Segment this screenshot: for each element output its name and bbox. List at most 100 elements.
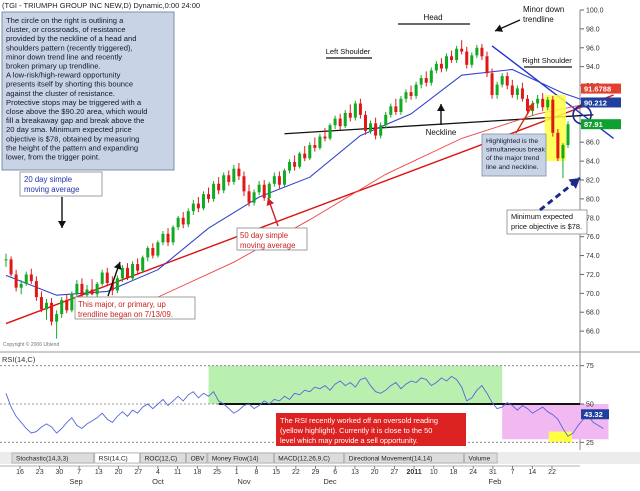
sma50-note: 50 day simple moving average [236,227,308,251]
candle [176,215,180,231]
candle-body [343,112,347,127]
candle [353,100,357,121]
x-tick-label: 2011 [406,469,421,476]
indicator-tab[interactable]: RSI(14,C) [94,452,141,464]
rsi-green-zone [208,365,503,404]
candle [450,50,454,63]
candle [369,120,373,134]
copyright-text: Copyright © 2006 Ublend [3,341,59,348]
indicator-tab[interactable]: MACD(12,26,9,C) [273,452,345,464]
price-marker: 91.6788 [581,83,621,94]
rsi-note: The RSI recently worked off an oversold … [276,413,466,446]
rsi-current-box [581,409,609,420]
candle [414,81,418,99]
indicator-tab-bg [186,452,208,464]
candle [460,40,464,55]
candle-body [277,176,281,185]
candle-body [60,299,64,315]
candle-body [490,73,494,95]
candle [470,52,474,68]
candle [515,85,519,100]
candle [358,98,362,119]
indicator-tab-label: RSI(14,C) [99,456,128,463]
price-marker-box [581,83,621,94]
x-tick-label: 22 [548,469,556,476]
indicator-tab[interactable]: Directional Movement(14,14) [344,452,464,464]
candle [419,75,423,89]
x-tick-label: 22 [292,469,300,476]
neckline-arrow [437,104,445,125]
candle [444,53,448,72]
candle-body [146,248,150,258]
candle [44,299,49,320]
y-tick-label: 80.0 [586,196,600,203]
candle [191,199,195,215]
candle-body [288,162,292,171]
callout-box: The circle on the right is outlining a cl… [1,11,175,171]
candle [181,212,185,229]
candle [394,98,398,115]
candle-body [171,227,175,243]
y-tick-label: 94.0 [586,64,600,71]
indicator-tab[interactable]: Stochastic(14,3,3) [11,452,95,464]
candle-body [186,211,190,225]
candle [429,67,433,86]
candle-body [470,55,474,65]
highlight-arrow [515,102,535,134]
candle-body [293,162,297,167]
indicator-tab-label: Money Flow(14) [212,456,259,463]
candle-body [19,283,23,288]
candle [510,79,514,98]
candle [293,155,297,171]
candle-body [551,99,555,133]
sma50-arrow [266,197,279,227]
candle-body [29,274,33,282]
indicator-tab-bg [464,452,498,464]
x-tick-label: 20 [371,469,379,476]
candle-body [151,248,155,256]
month-label: Dec [323,477,337,486]
candle-body [500,76,504,85]
uptrend-note: This major, or primary, up trendline bega… [74,296,196,320]
candle [90,279,94,296]
candle-body [282,170,286,185]
indicator-tab[interactable]: Volume [464,452,498,464]
candle-body [181,217,185,225]
minor-down-trendline-arrow-head [495,24,504,32]
candle [161,231,165,246]
y-tick-label: 72.0 [586,272,600,279]
uptrend-arrow-head [113,262,122,270]
x-tick-label: 23 [36,469,44,476]
candle [95,282,99,298]
objective-note-box [506,209,588,235]
indicator-tab[interactable]: Money Flow(14) [207,452,274,464]
candle-body [4,259,8,261]
candle-body [262,184,266,198]
candle [267,181,271,200]
indicator-tab[interactable]: ROC(12,C) [140,452,186,464]
candle-body [333,118,337,126]
x-tick-label: 18 [450,469,458,476]
candle-body [520,88,524,99]
candle [50,298,54,326]
y-tick-label: 68.0 [586,310,600,317]
y-tick-label: 84.0 [586,159,600,166]
candle-body [414,84,418,96]
candle [333,115,337,129]
y-tick-label: 70.0 [586,291,600,298]
candle-body [126,267,130,279]
x-tick-label: 7 [511,469,515,476]
candle [120,265,124,282]
indicator-tab-label: Directional Movement(14,14) [349,456,432,463]
objective-arrow-head [568,178,580,189]
candle-body [409,92,413,96]
indicator-tab-label: ROC(12,C) [145,456,178,463]
sma20-line [5,68,594,296]
indicator-tab[interactable]: OBV [186,452,208,464]
candle [541,93,545,112]
candle-body [369,123,373,131]
sma50-note-box [236,227,308,251]
rsi-note-box [276,413,466,446]
indicator-tab-bg [94,452,141,464]
